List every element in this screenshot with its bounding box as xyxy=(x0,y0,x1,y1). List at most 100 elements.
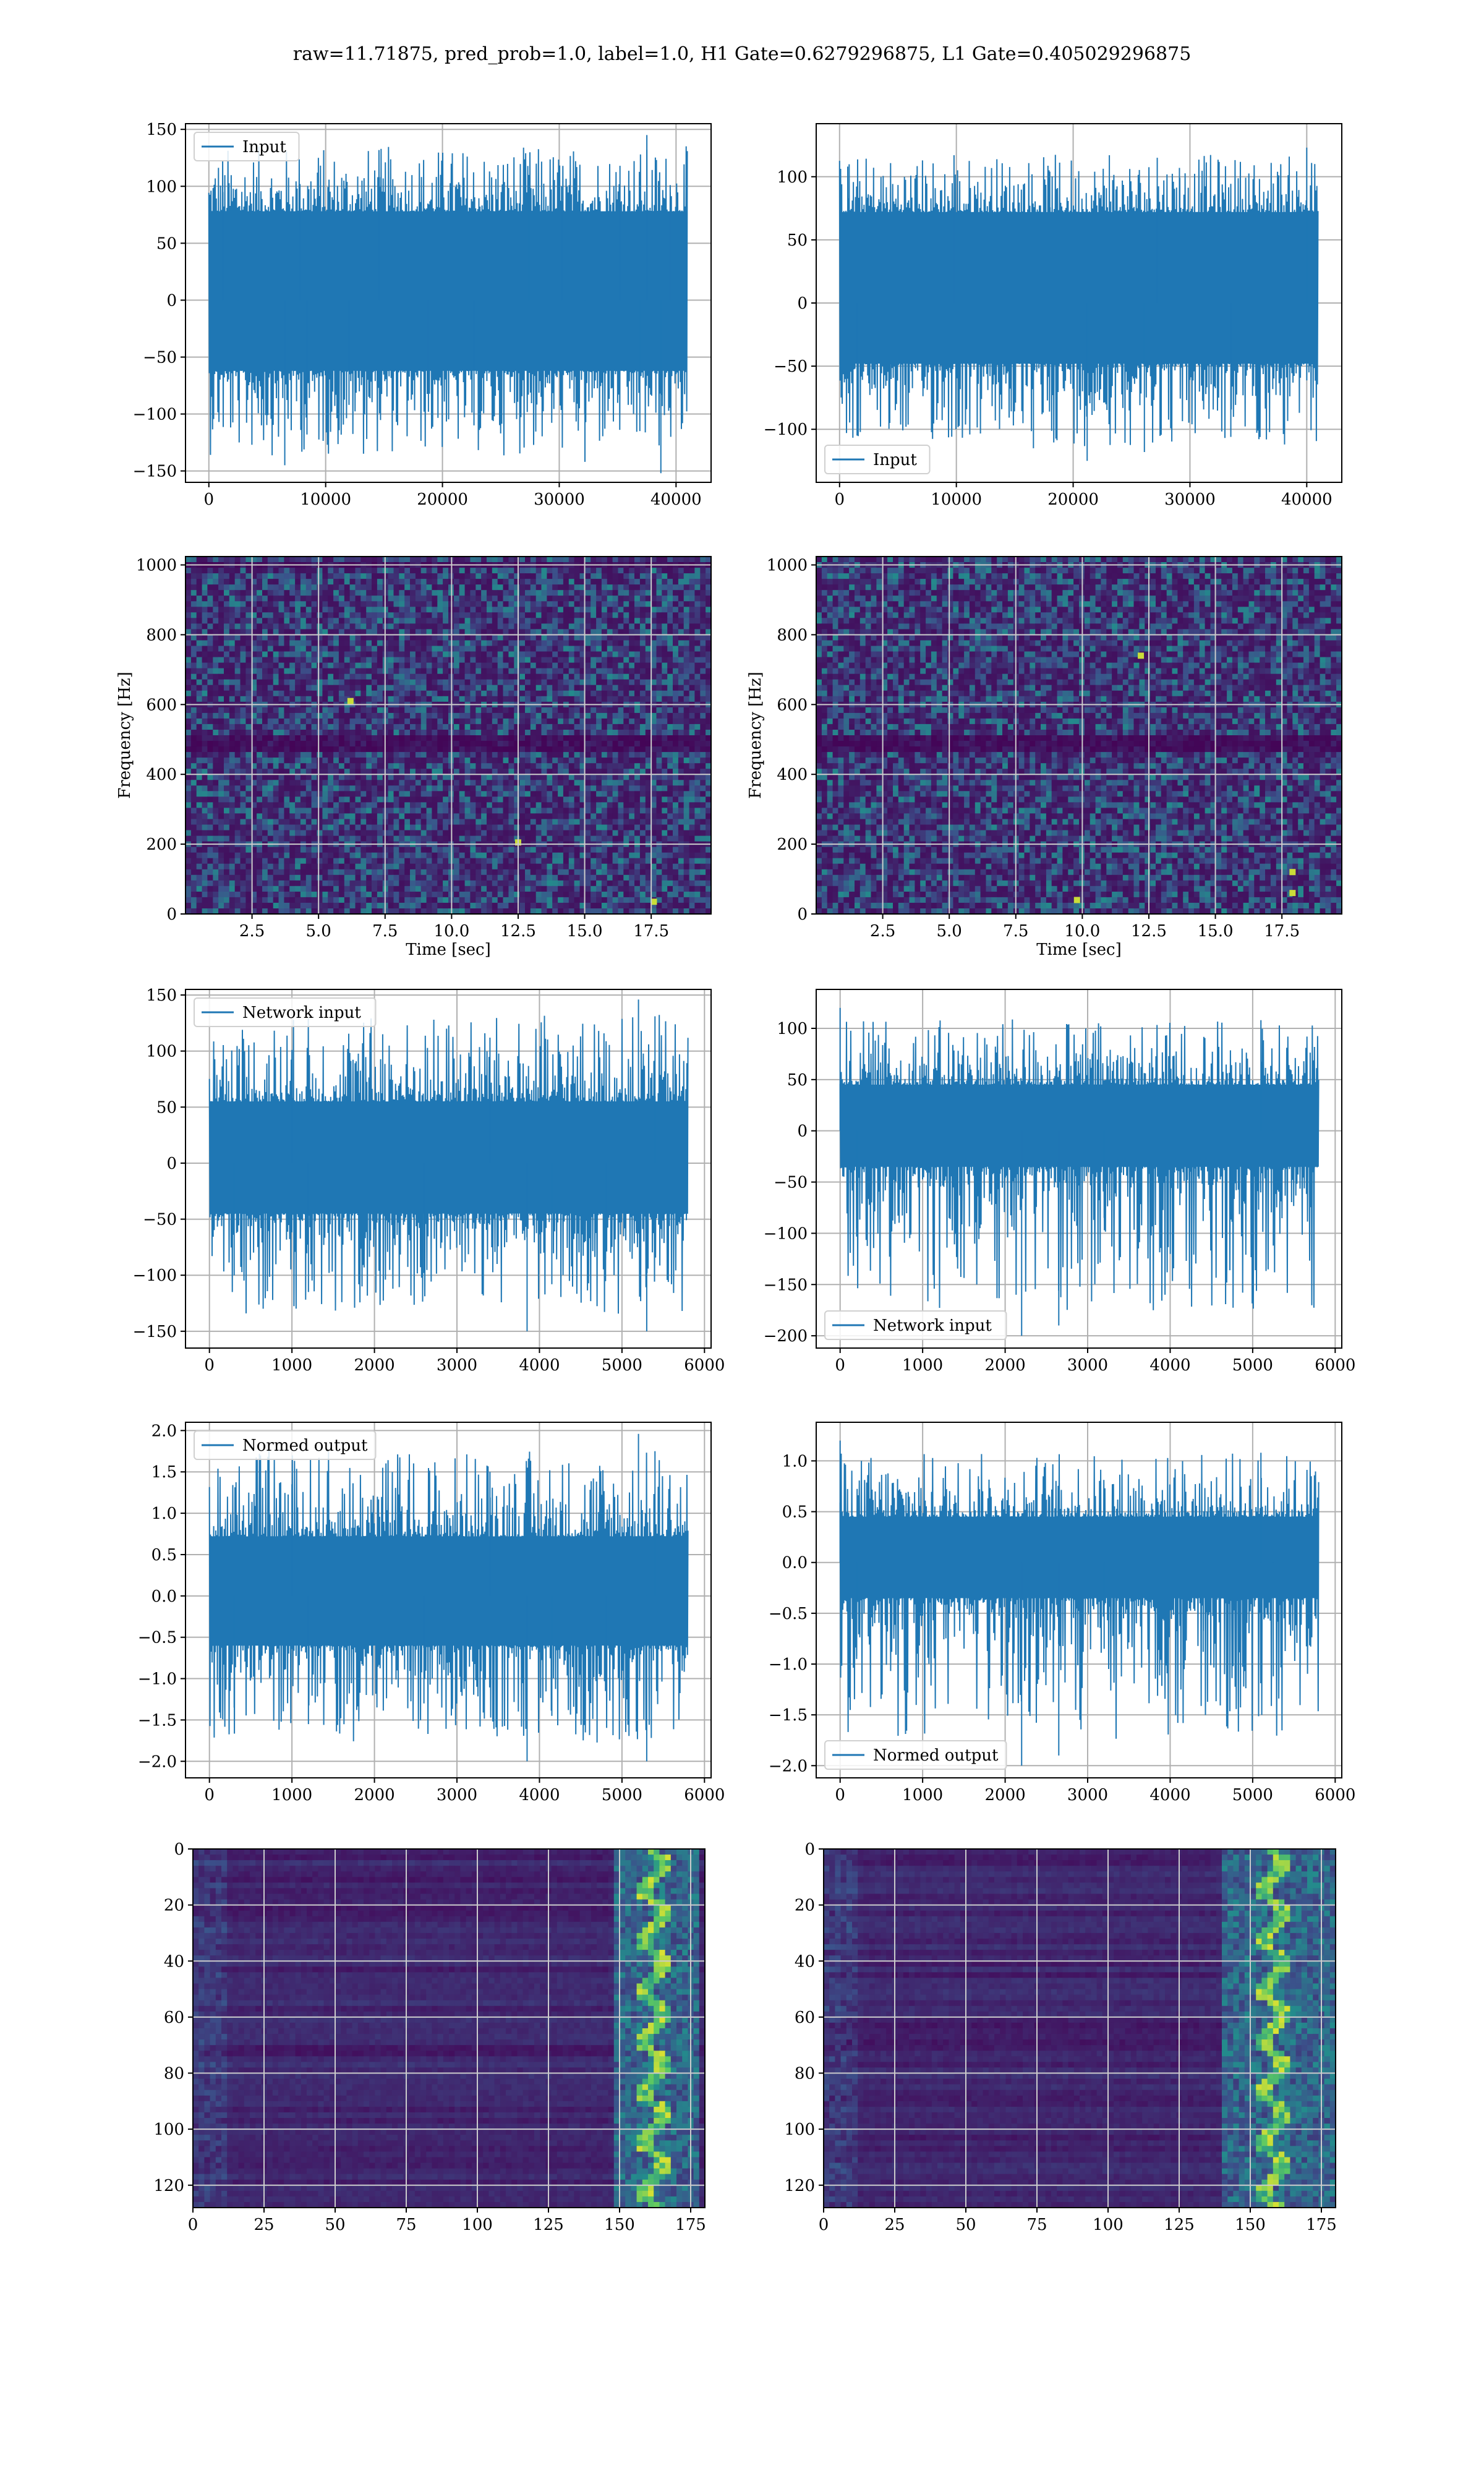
heatmap-cell xyxy=(591,808,597,814)
heatmap-cell xyxy=(613,724,619,730)
heatmap-cell xyxy=(366,641,372,647)
heatmap-cell xyxy=(475,646,482,652)
heatmap-cell xyxy=(197,836,203,842)
heatmap-cell xyxy=(241,674,247,680)
heatmap-cell xyxy=(360,623,367,630)
heatmap-cell xyxy=(262,696,268,702)
heatmap-cell xyxy=(356,601,362,607)
heatmap-cell xyxy=(613,774,619,780)
heatmap-cell xyxy=(257,584,263,591)
heatmap-cell xyxy=(503,819,510,826)
heatmap-cell xyxy=(657,830,663,837)
heatmap-cell xyxy=(213,634,219,641)
heatmap-cell xyxy=(437,752,443,758)
heatmap-cell xyxy=(207,668,213,675)
heatmap-cell xyxy=(229,802,236,808)
heatmap-cell xyxy=(377,663,383,669)
heatmap-cell xyxy=(552,719,558,725)
heatmap-cell xyxy=(607,584,613,591)
heatmap-cell xyxy=(317,796,323,803)
heatmap-cell xyxy=(574,719,581,725)
heatmap-cell xyxy=(218,579,224,585)
heatmap-cell xyxy=(569,819,575,826)
heatmap-cell xyxy=(437,819,443,826)
heatmap-cell xyxy=(623,641,629,647)
heatmap-cell xyxy=(634,696,641,702)
heatmap-cell xyxy=(344,724,351,730)
heatmap-cell xyxy=(700,752,706,758)
heatmap-cell xyxy=(202,623,208,630)
heatmap-cell xyxy=(339,813,345,819)
heatmap-cell xyxy=(273,652,279,658)
heatmap-cell xyxy=(191,791,197,797)
heatmap-cell xyxy=(218,819,224,826)
heatmap-cell xyxy=(574,791,581,797)
heatmap-cell xyxy=(623,719,629,725)
heatmap-cell xyxy=(322,746,328,753)
heatmap-cell xyxy=(514,685,520,691)
heatmap-cell xyxy=(235,573,241,579)
heatmap-cell xyxy=(525,668,531,675)
heatmap-cell xyxy=(503,707,510,714)
heatmap-cell xyxy=(268,724,274,730)
heatmap-cell xyxy=(394,674,400,680)
heatmap-cell xyxy=(634,623,641,630)
heatmap-cell xyxy=(591,668,597,675)
heatmap-cell xyxy=(218,707,224,714)
heatmap-cell xyxy=(377,825,383,831)
heatmap-cell xyxy=(498,579,504,585)
heatmap-cell xyxy=(235,763,241,769)
heatmap-cell xyxy=(235,813,241,819)
heatmap-cell xyxy=(356,763,362,769)
heatmap-cell xyxy=(591,796,597,803)
heatmap-cell xyxy=(514,724,520,730)
heatmap-cell xyxy=(558,819,564,826)
heatmap-cell xyxy=(388,713,394,719)
heatmap-cell xyxy=(421,568,427,574)
heatmap-cell xyxy=(410,719,416,725)
heatmap-cell xyxy=(640,802,646,808)
heatmap-cell xyxy=(437,601,443,607)
heatmap-cell xyxy=(607,601,613,607)
heatmap-cell xyxy=(481,573,487,579)
heatmap-cell xyxy=(191,830,197,837)
heatmap-cell xyxy=(700,780,706,786)
heatmap-cell xyxy=(514,607,520,613)
heatmap-cell xyxy=(328,730,334,736)
heatmap-cell xyxy=(623,607,629,613)
heatmap-cell xyxy=(229,634,236,641)
heatmap-cell xyxy=(563,780,569,786)
heatmap-cell xyxy=(306,813,312,819)
heatmap-cell xyxy=(207,825,213,831)
heatmap-cell xyxy=(394,623,400,630)
heatmap-cell xyxy=(394,825,400,831)
heatmap-cell xyxy=(202,584,208,591)
heatmap-cell xyxy=(350,596,356,602)
heatmap-cell xyxy=(591,568,597,574)
heatmap-cell xyxy=(360,825,367,831)
heatmap-cell xyxy=(273,568,279,574)
heatmap-cell xyxy=(404,735,411,741)
heatmap-cell xyxy=(552,557,558,563)
heatmap-cell xyxy=(344,584,351,591)
heatmap-cell xyxy=(202,830,208,837)
heatmap-cell xyxy=(213,607,219,613)
heatmap-cell xyxy=(503,825,510,831)
heatmap-cell xyxy=(454,596,460,602)
heatmap-cell xyxy=(634,763,641,769)
heatmap-cell xyxy=(646,641,652,647)
heatmap-cell xyxy=(574,607,581,613)
heatmap-cell xyxy=(197,825,203,831)
heatmap-cell xyxy=(437,623,443,630)
heatmap-cell xyxy=(623,707,629,714)
heatmap-cell xyxy=(388,579,394,585)
heatmap-cell xyxy=(427,579,433,585)
heatmap-cell xyxy=(607,568,613,574)
heatmap-cell xyxy=(465,607,471,613)
heatmap-cell xyxy=(569,719,575,725)
heatmap-cell xyxy=(629,691,634,697)
heatmap-cell xyxy=(640,763,646,769)
heatmap-cell xyxy=(519,652,526,658)
heatmap-cell xyxy=(301,596,307,602)
heatmap-cell xyxy=(360,780,367,786)
